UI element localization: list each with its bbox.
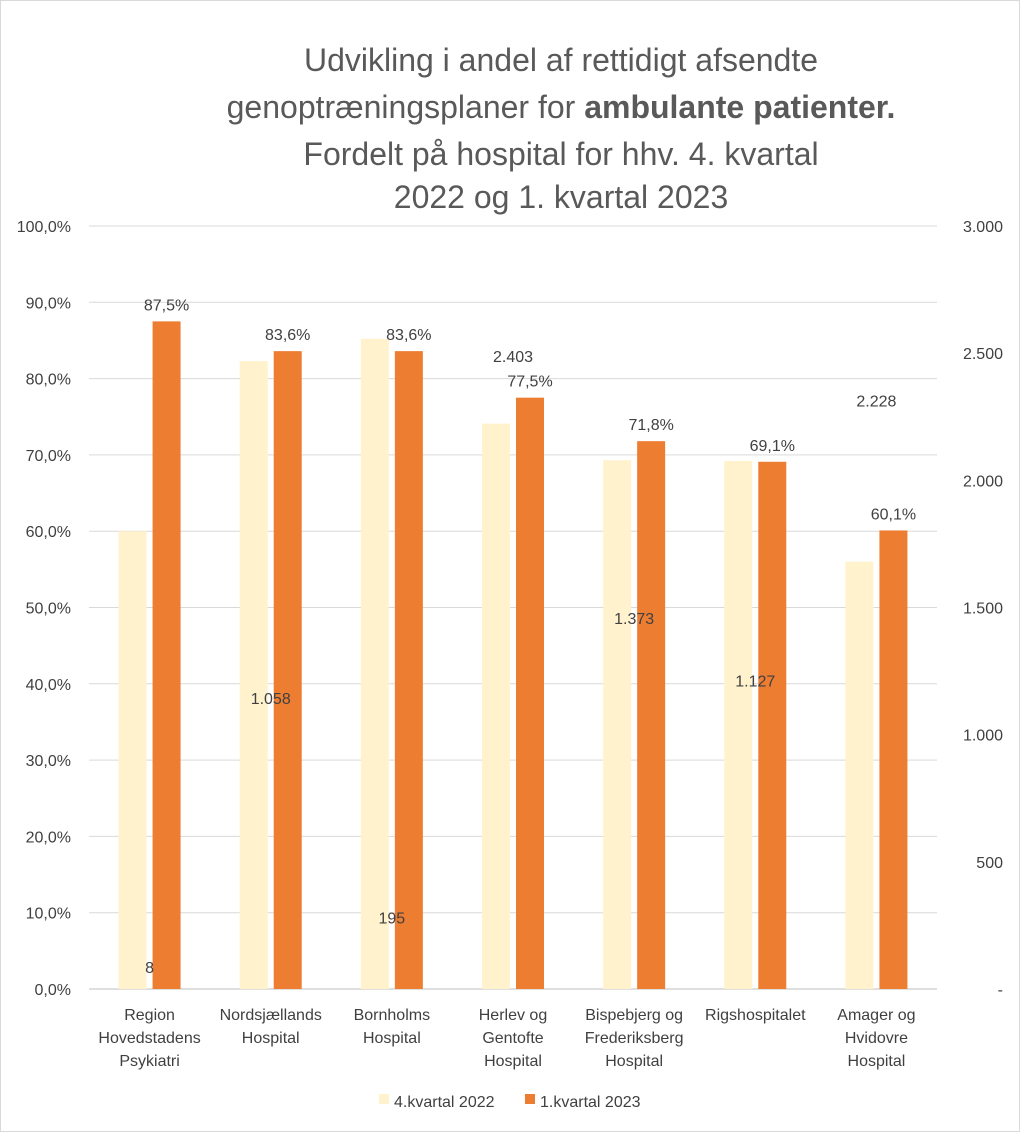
percent-data-label: 87,5% (144, 297, 189, 314)
title-line: Udvikling i andel af rettidigt afsendte (304, 42, 818, 78)
chart-title: Udvikling i andel af rettidigt afsendte g… (227, 42, 896, 215)
title-text: genoptræningsplaner for (227, 89, 585, 125)
bar-q1-2023 (152, 321, 181, 989)
percent-data-label: 83,6% (265, 327, 310, 344)
bar-q1-2023 (516, 397, 544, 989)
category-label: Region (124, 1007, 175, 1024)
y-left-tick-label: 30,0% (26, 753, 71, 770)
title-line: 2022 og 1. kvartal 2023 (394, 179, 728, 215)
y-left-tick-label: 20,0% (26, 829, 71, 846)
y-left-tick-label: 80,0% (26, 372, 71, 389)
y-left-tick-label: 60,0% (26, 524, 71, 541)
y-left-tick-label: 40,0% (26, 677, 71, 694)
category-label: Amager og (837, 1007, 915, 1024)
percent-data-label: 71,8% (628, 417, 673, 434)
bars (118, 321, 908, 990)
y-right-tick-label: - (998, 982, 1003, 999)
percent-data-label: 60,1% (871, 506, 916, 523)
bar-q4-2022 (482, 423, 510, 989)
category-label: Hospital (242, 1030, 300, 1047)
y-right-tick-label: 2.000 (963, 473, 1003, 490)
count-data-label: 1.373 (614, 611, 654, 628)
legend: 4.kvartal 2022 1.kvartal 2023 (379, 1094, 641, 1111)
y-left-tick-label: 10,0% (26, 906, 71, 923)
category-label: Nordsjællands (220, 1007, 322, 1024)
bar-q1-2023 (879, 530, 908, 989)
title-text: Fordelt på hospital for hhv. 4. kvartal (303, 136, 818, 172)
y-right-tick-label: 1.500 (963, 601, 1003, 618)
category-label: Hospital (484, 1053, 542, 1070)
y-right-tick-label: 3.000 (963, 219, 1003, 236)
bar-q1-2023 (273, 351, 302, 990)
count-data-label: 1.127 (735, 673, 775, 690)
category-label: Hospital (363, 1030, 421, 1047)
bar-q4-2022 (845, 561, 874, 989)
bar-q1-2023 (637, 441, 666, 989)
title-line: Fordelt på hospital for hhv. 4. kvartal (303, 136, 818, 172)
y-left-tick-label: 90,0% (26, 295, 71, 312)
title-text: Udvikling i andel af rettidigt afsendte (304, 42, 818, 78)
percent-data-label: 69,1% (750, 438, 795, 455)
count-data-label: 195 (379, 910, 406, 927)
percent-data-label: 77,5% (507, 374, 552, 391)
legend-swatch-q4-2022 (379, 1094, 389, 1104)
bar-q1-2023 (758, 461, 787, 990)
category-label: Hvidovre (845, 1030, 908, 1047)
count-data-label: 1.058 (251, 691, 291, 708)
bar-q4-2022 (724, 461, 753, 989)
y-right-tick-label: 1.000 (963, 728, 1003, 745)
percent-data-label: 83,6% (386, 327, 431, 344)
count-data-label: 8 (145, 960, 154, 977)
bar-q4-2022 (118, 531, 147, 989)
bar-q1-2023 (394, 351, 423, 990)
legend-label-q1-2023: 1.kvartal 2023 (540, 1094, 641, 1111)
legend-label-q4-2022: 4.kvartal 2022 (394, 1094, 495, 1111)
title-line: genoptræningsplaner for ambulante patien… (227, 89, 896, 125)
category-label: Frederiksberg (585, 1030, 684, 1047)
data-labels: 87,5% 8 83,6% 1.058 83,6% 195 77,5% 2.403 71,8% 1… (144, 297, 916, 977)
y-axis-right: - 500 1.000 1.500 2.000 2.500 3.000 (963, 219, 1003, 999)
y-axis-left: 0,0% 10,0% 20,0% 30,0% 40,0% 50,0% 60,0% 70,0% 8… (17, 219, 71, 999)
category-label: Hospital (605, 1053, 663, 1070)
count-data-label: 2.228 (856, 393, 896, 410)
category-label: Bornholms (354, 1007, 430, 1024)
category-label: Gentofte (482, 1030, 543, 1047)
category-label: Bispebjerg og (585, 1007, 683, 1024)
y-left-tick-label: 100,0% (17, 219, 71, 236)
y-left-tick-label: 50,0% (26, 601, 71, 618)
title-text: 2022 og 1. kvartal 2023 (394, 179, 728, 215)
count-data-label: 2.403 (493, 349, 533, 366)
y-right-tick-label: 2.500 (963, 346, 1003, 363)
category-label: Psykiatri (119, 1053, 179, 1070)
category-label: Hospital (848, 1053, 906, 1070)
legend-swatch-q1-2023 (525, 1094, 535, 1104)
bar-q4-2022 (360, 338, 389, 989)
y-left-tick-label: 0,0% (35, 982, 71, 999)
y-right-tick-label: 500 (976, 855, 1003, 872)
category-label: Hovedstadens (98, 1030, 200, 1047)
x-axis-categories: Region Hovedstadens Psykiatri Nordsjællands… (98, 1007, 915, 1070)
y-left-tick-label: 70,0% (26, 448, 71, 465)
category-label: Rigshospitalet (705, 1007, 806, 1024)
bar-q4-2022 (239, 361, 268, 989)
category-label: Herlev og (479, 1007, 547, 1024)
title-bold-text: ambulante patienter. (584, 89, 895, 125)
gridlines (89, 225, 937, 990)
bar-q4-2022 (603, 460, 632, 990)
